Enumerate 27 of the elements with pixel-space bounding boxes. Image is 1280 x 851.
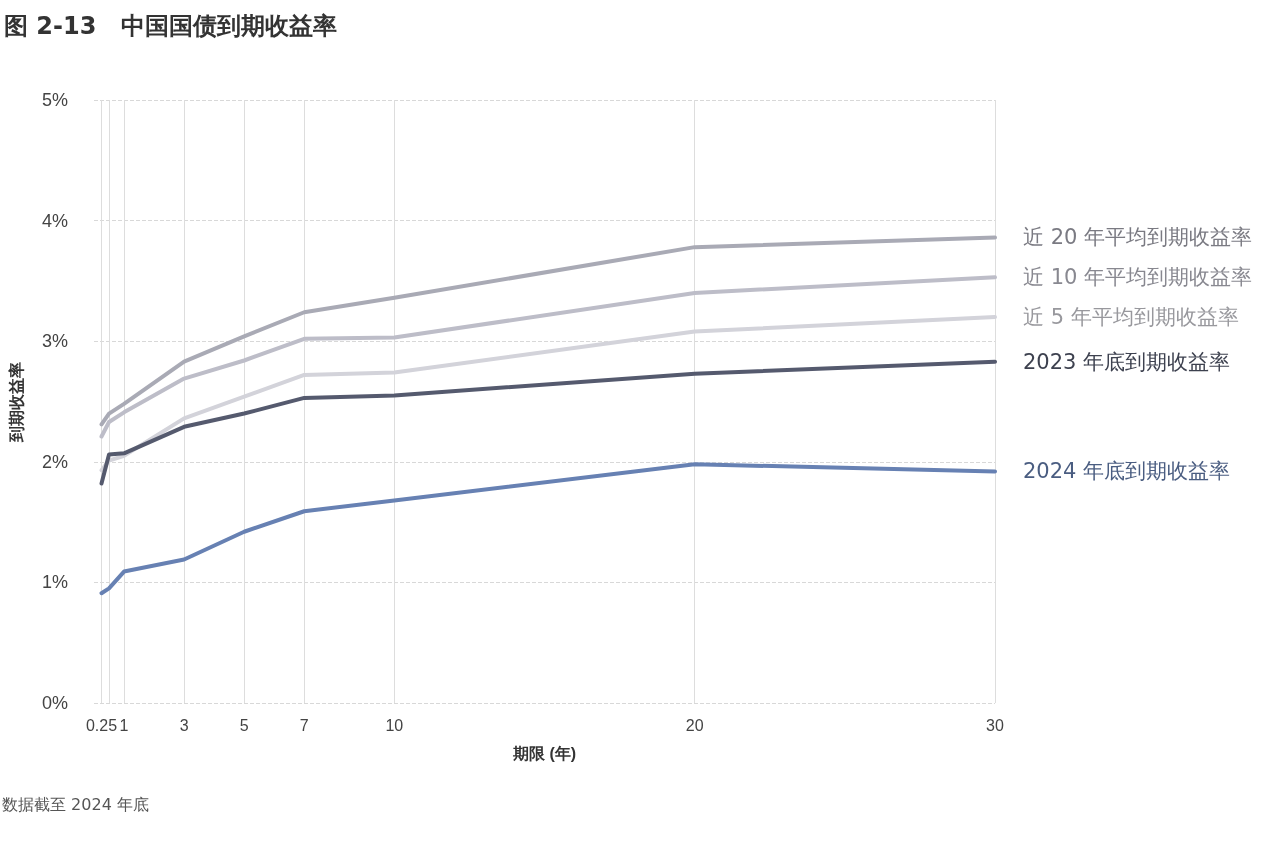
x-tick-label: 20 — [685, 716, 704, 734]
y-tick-label: 4% — [41, 210, 68, 231]
y-axis-title: 到期收益率 — [6, 361, 25, 443]
x-tick-label: 0.25 — [85, 716, 118, 734]
series-label: 2024 年底到期收益率 — [1023, 459, 1231, 484]
y-tick-label: 1% — [41, 572, 68, 593]
y-tick-label: 2% — [41, 451, 68, 472]
y-tick-label: 3% — [41, 331, 68, 352]
x-tick-label: 5 — [239, 716, 249, 734]
line-series — [99, 275, 997, 439]
series-label: 近 5 年平均到期收益率 — [1023, 305, 1239, 330]
x-axis-title: 期限 (年) — [511, 744, 577, 762]
line-series — [99, 235, 997, 427]
text: 数据截至 2024 年底 — [2, 795, 149, 816]
series-label: 近 20 年平均到期收益率 — [1023, 225, 1253, 250]
x-tick-label: 1 — [119, 716, 129, 734]
y-tick-label: 0% — [41, 693, 68, 713]
x-tick-label: 3 — [179, 716, 189, 734]
line-series — [99, 359, 997, 486]
series-label: 2023 年底到期收益率 — [1023, 349, 1231, 374]
x-tick-label: 7 — [299, 716, 309, 734]
x-tick-label: 30 — [986, 716, 1004, 734]
line-series — [99, 462, 997, 596]
chart-title: 图 2-13 中国国债到期收益率 — [4, 11, 338, 42]
y-tick-label: 5% — [41, 90, 68, 110]
x-tick-label: 10 — [385, 716, 404, 734]
series-label: 近 10 年平均到期收益率 — [1023, 265, 1253, 290]
